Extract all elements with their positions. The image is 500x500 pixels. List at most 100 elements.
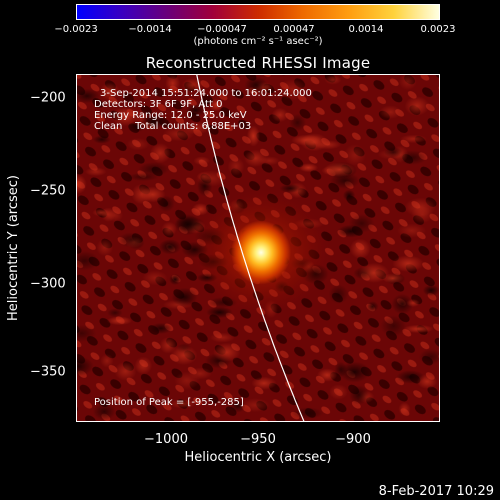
- texture-blob: [77, 174, 87, 195]
- texture-blob: [422, 284, 439, 297]
- texture-blob: [391, 293, 414, 315]
- colorbar-tick: −0.00047: [197, 24, 247, 35]
- texture-blob: [324, 75, 342, 85]
- texture-blob: [169, 399, 197, 409]
- texture-blob: [404, 96, 430, 116]
- texture-blob: [398, 402, 411, 416]
- y-tick-label: −200: [30, 90, 66, 106]
- texture-blob: [348, 214, 375, 233]
- texture-blob: [213, 342, 241, 362]
- colorbar-tick: 0.0014: [348, 24, 384, 35]
- texture-blob: [134, 356, 153, 375]
- texture-blob: [334, 361, 348, 378]
- texture-blob: [397, 223, 427, 238]
- texture-blob: [106, 208, 124, 222]
- texture-blob: [380, 315, 407, 337]
- texture-blob: [246, 125, 260, 147]
- texture-blob: [366, 301, 379, 312]
- y-tick-label: −300: [30, 276, 66, 292]
- texture-blob: [338, 361, 371, 383]
- texture-blob: [251, 376, 277, 390]
- texture-blob: [279, 183, 302, 193]
- y-tick-label: −250: [30, 183, 66, 199]
- texture-blob: [288, 113, 307, 132]
- texture-blob: [77, 250, 99, 271]
- texture-blob: [317, 368, 338, 382]
- texture-blob: [392, 255, 424, 272]
- texture-blob: [182, 121, 211, 135]
- texture-blob: [150, 143, 171, 164]
- texture-blob: [158, 239, 182, 255]
- x-tick-label: −900: [335, 432, 371, 447]
- texture-blob: [185, 104, 206, 117]
- texture-blob: [383, 146, 403, 158]
- texture-blob: [111, 106, 141, 126]
- texture-blob: [92, 208, 110, 217]
- texture-blob: [411, 206, 434, 224]
- texture-blob: [139, 186, 166, 203]
- texture-blob: [342, 189, 356, 202]
- hxr-source: [231, 220, 291, 285]
- texture-blob: [278, 79, 307, 101]
- texture-blob: [192, 203, 209, 216]
- texture-blob: [271, 107, 289, 123]
- detectors-label: Detectors: 3F 6F 9F, Att 0: [94, 99, 223, 110]
- texture-blob: [209, 332, 235, 343]
- texture-blob: [329, 384, 348, 400]
- texture-blob: [150, 322, 172, 334]
- energy-range-label: Energy Range: 12.0 - 25.0 keV: [94, 110, 247, 121]
- x-tick-label: −950: [240, 432, 276, 447]
- plot-timestamp: 8-Feb-2017 10:29: [378, 484, 494, 499]
- colorbar-tick: 0.00047: [273, 24, 315, 35]
- texture-blob: [406, 299, 420, 307]
- texture-blob: [328, 284, 349, 305]
- texture-blob: [396, 370, 425, 384]
- y-tick-label: −350: [30, 364, 66, 380]
- colorbar-tick: −0.0023: [54, 24, 98, 35]
- clean-counts-label: Clean Total counts: 6.88E+03: [94, 121, 252, 132]
- texture-blob: [349, 238, 371, 259]
- texture-blob: [291, 134, 323, 146]
- texture-blob: [92, 135, 111, 144]
- texture-blob: [118, 232, 144, 248]
- texture-blob: [244, 76, 268, 95]
- texture-blob: [208, 98, 224, 112]
- texture-blob: [77, 88, 101, 104]
- texture-blob: [403, 324, 434, 334]
- texture-blob: [99, 82, 120, 101]
- texture-blob: [157, 195, 175, 212]
- texture-blob: [92, 403, 116, 421]
- texture-blob: [358, 262, 390, 283]
- texture-blob: [399, 134, 427, 144]
- colorbar-tick: −0.0014: [128, 24, 172, 35]
- texture-blob: [298, 163, 318, 173]
- texture-blob: [227, 157, 245, 176]
- image-texture: [77, 75, 439, 421]
- texture-blob: [165, 75, 181, 93]
- texture-blob: [100, 353, 114, 368]
- texture-blob: [196, 171, 212, 182]
- texture-blob: [96, 238, 114, 257]
- texture-blob: [159, 337, 177, 354]
- image-plot-area: [76, 74, 440, 422]
- texture-blob: [77, 324, 97, 342]
- texture-blob: [126, 138, 150, 151]
- texture-blob: [114, 361, 137, 381]
- texture-blob: [77, 356, 94, 377]
- peak-position-label: Position of Peak = [-955,-285]: [94, 397, 244, 408]
- x-axis-label: Heliocentric X (arcsec): [184, 450, 332, 465]
- texture-blob: [170, 345, 198, 366]
- time-range-label: 3-Sep-2014 15:51:24.000 to 16:01:24.000: [100, 88, 312, 99]
- texture-blob: [418, 349, 439, 365]
- texture-blob: [171, 287, 198, 307]
- texture-blob: [161, 221, 177, 237]
- x-tick-label: −1000: [144, 432, 188, 447]
- texture-blob: [398, 75, 417, 90]
- colorbar-tick: 0.0023: [420, 24, 456, 35]
- texture-blob: [138, 162, 170, 177]
- texture-blob: [106, 316, 133, 326]
- texture-blob: [240, 398, 270, 413]
- texture-blob: [244, 149, 267, 167]
- plot-title: Reconstructed RHESSI Image: [145, 54, 371, 72]
- image-plot-svg: [77, 75, 439, 421]
